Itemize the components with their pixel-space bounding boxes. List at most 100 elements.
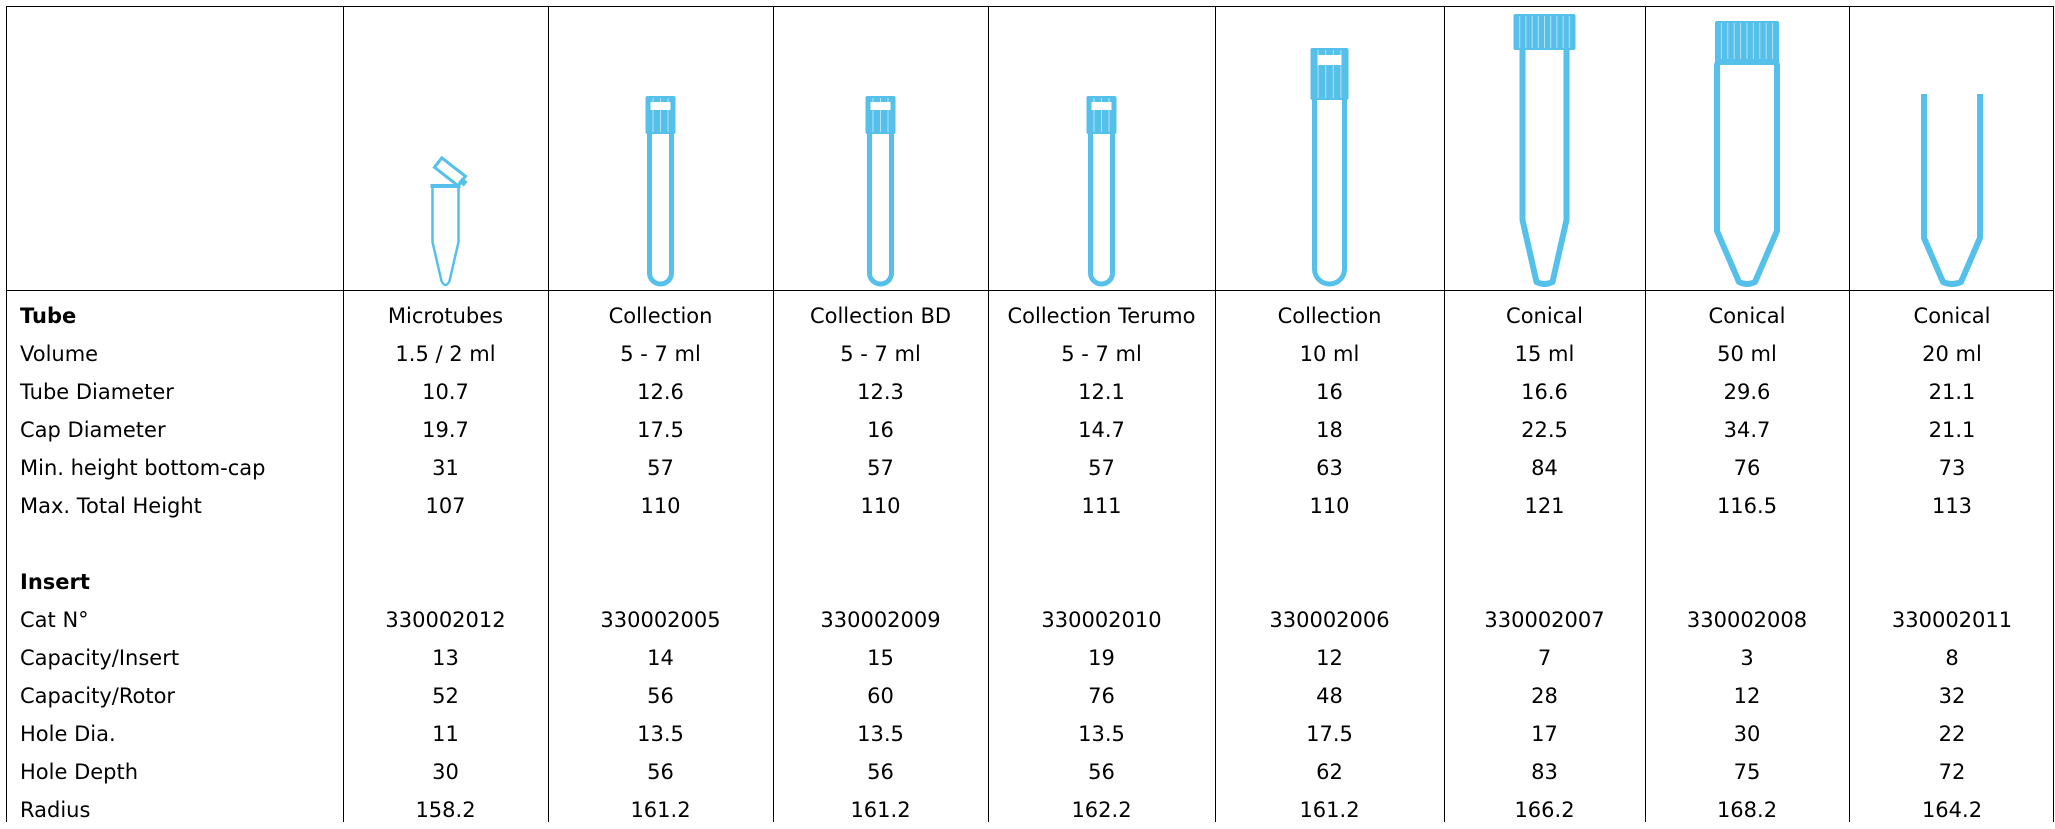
- table-cell: 48: [1316, 684, 1343, 708]
- table-cell: 121: [1524, 494, 1565, 518]
- conical-50ml-tube-icon: [1714, 21, 1780, 287]
- row-divider: [6, 290, 2053, 291]
- table-cell: 12: [1733, 684, 1761, 708]
- conical-15ml-tube-icon: [1513, 14, 1576, 287]
- table-cell: 330002007: [1484, 608, 1605, 632]
- column-divider: [343, 6, 344, 822]
- table-cell: 18: [1316, 418, 1343, 442]
- table-cell: 158.2: [415, 798, 476, 822]
- table-cell: 330002008: [1686, 608, 1808, 632]
- table-cell: [1849, 525, 2055, 563]
- table-cell: 5 - 7 ml: [1061, 342, 1142, 366]
- table-cell: [988, 525, 1215, 563]
- table-cell: 161.2: [850, 798, 911, 822]
- table-cell: 16.6: [1521, 380, 1568, 404]
- table-cell: 330002012: [385, 608, 506, 632]
- table-cell: [343, 563, 548, 601]
- column-divider: [1645, 6, 1646, 822]
- table-cell: 34.7: [1723, 418, 1771, 442]
- column-divider: [988, 6, 989, 822]
- table-cell: 57: [867, 456, 894, 480]
- table-cell: 12: [1316, 646, 1343, 670]
- column-divider: [1849, 6, 1850, 822]
- collection-bd-tube-icon: [865, 96, 896, 287]
- table-cell: 19.7: [422, 418, 469, 442]
- table-cell: 60: [867, 684, 894, 708]
- table-cell: Microtubes: [387, 304, 504, 328]
- table-cell: 12.3: [857, 380, 904, 404]
- table-cell: 330002005: [600, 608, 721, 632]
- row-label: Hole Depth: [20, 760, 139, 784]
- table-cell: 21.1: [1928, 380, 1976, 404]
- table-cell: 19: [1088, 646, 1115, 670]
- table-cell: 166.2: [1514, 798, 1575, 822]
- table-cell: 56: [647, 684, 674, 708]
- collection-tube-icon: [645, 96, 676, 287]
- table-cell: 17: [1531, 722, 1558, 746]
- table-cell: 15: [867, 646, 894, 670]
- table-cell: 14: [647, 646, 674, 670]
- row-label: Radius: [20, 798, 91, 822]
- column-divider: [773, 6, 774, 822]
- table-cell: 16: [867, 418, 894, 442]
- table-cell: 83: [1531, 760, 1558, 784]
- table-cell: [773, 525, 988, 563]
- table-cell: 16: [1316, 380, 1343, 404]
- row-label: Volume: [20, 342, 99, 366]
- table-cell: 3: [1740, 646, 1754, 670]
- row-label: Tube: [20, 304, 77, 328]
- row-label: Capacity/Insert: [20, 646, 180, 670]
- table-cell: 330002011: [1891, 608, 2013, 632]
- table-cell: 13.5: [637, 722, 684, 746]
- table-cell: [343, 525, 548, 563]
- table-cell: 13: [432, 646, 459, 670]
- table-cell: 31: [432, 456, 459, 480]
- table-cell: 21.1: [1928, 418, 1976, 442]
- column-divider: [6, 6, 7, 822]
- table-cell: Collection: [1277, 304, 1382, 328]
- table-cell: [773, 563, 988, 601]
- table-cell: 22: [1938, 722, 1966, 746]
- table-cell: Collection BD: [809, 304, 952, 328]
- table-cell: 76: [1733, 456, 1761, 480]
- table-cell: 7: [1537, 646, 1552, 670]
- table-cell: 52: [432, 684, 459, 708]
- table-cell: 72: [1938, 760, 1966, 784]
- row-label: Cap Diameter: [20, 418, 166, 442]
- table-cell: Conical: [1708, 304, 1786, 328]
- table-cell: 164.2: [1921, 798, 1983, 822]
- table-cell: 10 ml: [1299, 342, 1360, 366]
- row-label: Tube Diameter: [20, 380, 174, 404]
- table-cell: 110: [640, 494, 681, 518]
- table-cell: 56: [1088, 760, 1115, 784]
- table-cell: 5 - 7 ml: [620, 342, 701, 366]
- table-cell: 17.5: [637, 418, 684, 442]
- table-cell: 161.2: [630, 798, 691, 822]
- conical-20ml-tube-icon: [1921, 94, 1983, 287]
- table-cell: 14.7: [1078, 418, 1125, 442]
- table-cell: 12.6: [637, 380, 684, 404]
- collection-terumo-tube-icon: [1086, 96, 1117, 287]
- table-cell: [1215, 563, 1444, 601]
- row-label: Insert: [20, 570, 90, 594]
- row-label: Min. height bottom-cap: [20, 456, 266, 480]
- table-cell: [1645, 563, 1849, 601]
- table-cell: 8: [1945, 646, 1959, 670]
- table-cell: [548, 563, 773, 601]
- table-cell: [1849, 563, 2055, 601]
- table-cell: 162.2: [1071, 798, 1132, 822]
- table-cell: 57: [1088, 456, 1115, 480]
- table-cell: [1444, 525, 1645, 563]
- table-cell: 17.5: [1306, 722, 1353, 746]
- table-cell: Collection: [608, 304, 713, 328]
- table-cell: 5 - 7 ml: [840, 342, 921, 366]
- table-cell: 330002010: [1041, 608, 1162, 632]
- table-cell: 107: [425, 494, 466, 518]
- table-cell: 56: [647, 760, 674, 784]
- table-cell: 168.2: [1716, 798, 1778, 822]
- table-cell: 30: [1733, 722, 1761, 746]
- table-cell: Conical: [1506, 304, 1583, 328]
- table-cell: [548, 525, 773, 563]
- table-cell: 84: [1531, 456, 1558, 480]
- table-cell: 63: [1316, 456, 1343, 480]
